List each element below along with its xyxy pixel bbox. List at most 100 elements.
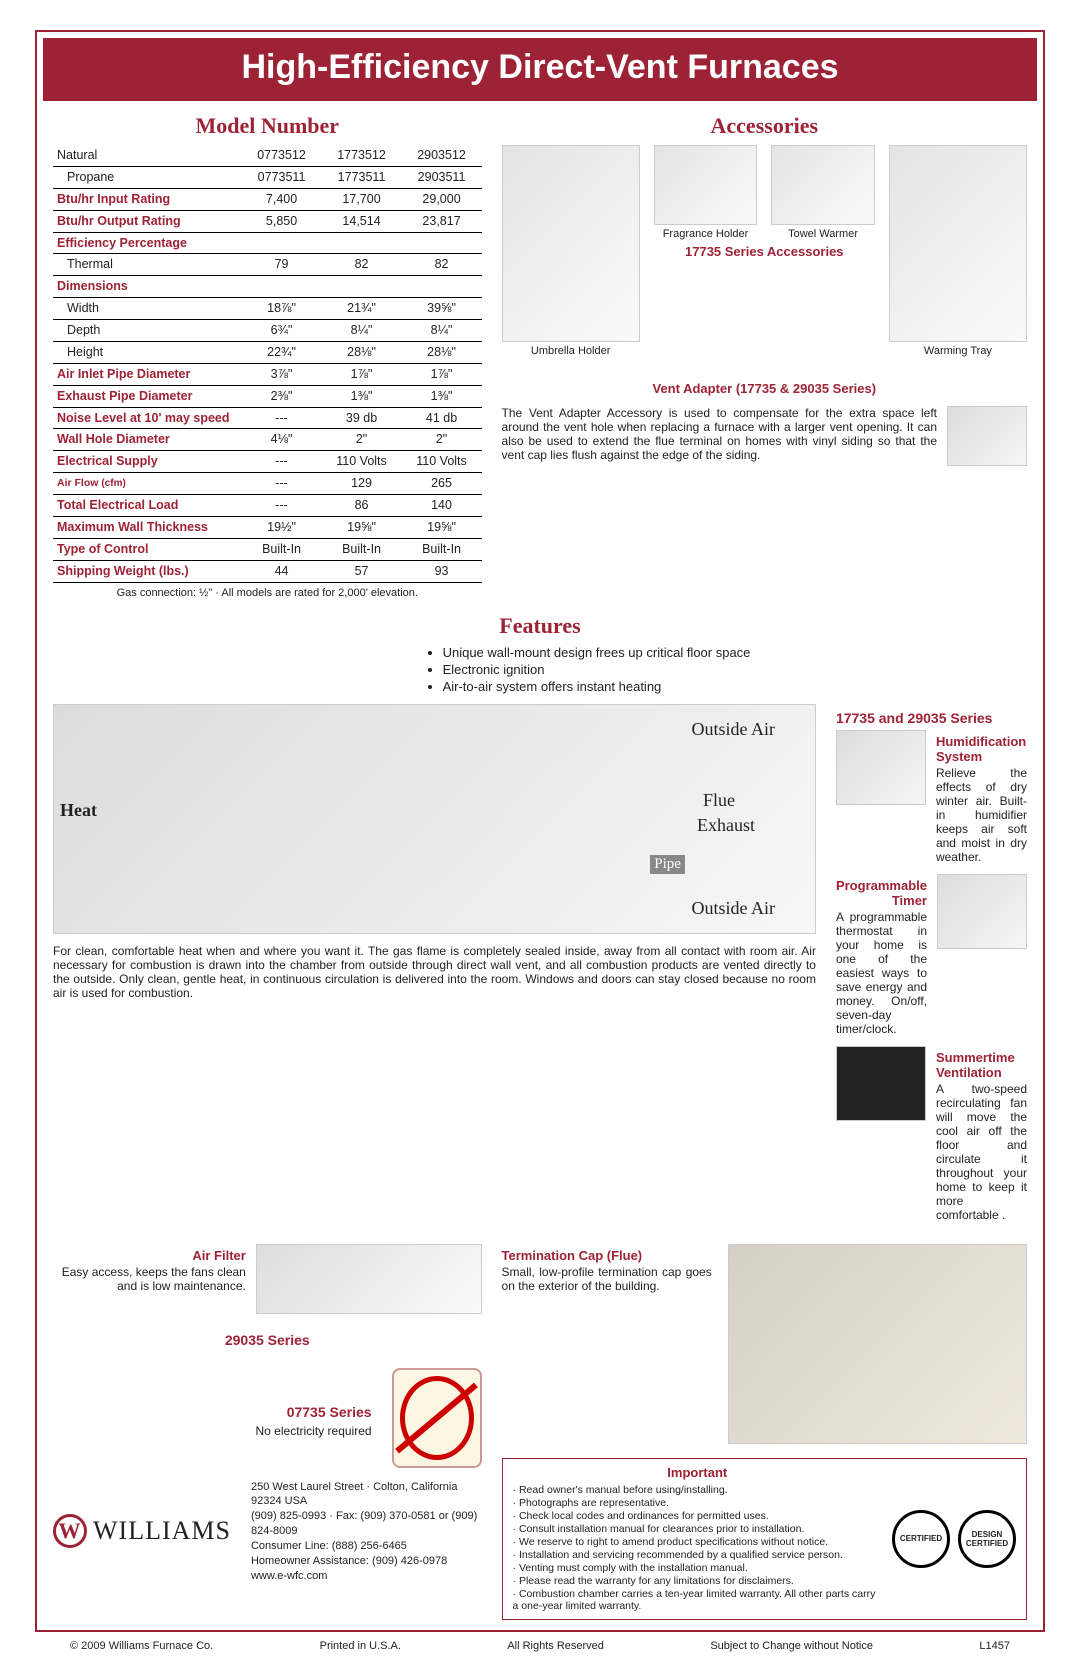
acc-image: [889, 145, 1027, 342]
spec-cell: 79: [242, 254, 322, 276]
spec-cell: 14,514: [322, 210, 402, 232]
spec-cell: 21¾": [322, 298, 402, 320]
features-list: Unique wall-mount design frees up critic…: [443, 645, 1027, 694]
spec-cell: Built-In: [242, 538, 322, 560]
williams-logo-text: WILLIAMS: [93, 1516, 231, 1546]
spec-cell: 2903511: [402, 166, 482, 188]
termination-cap-image: [728, 1244, 1027, 1444]
spec-table: Natural077351217735122903512Propane07735…: [53, 145, 482, 583]
footer-copyright: © 2009 Williams Furnace Co.: [70, 1640, 213, 1652]
termination-cap-title: Termination Cap (Flue): [502, 1248, 712, 1263]
accessories-heading: Accessories: [502, 113, 1027, 139]
spec-cell: 82: [322, 254, 402, 276]
spec-cell: ---: [242, 451, 322, 473]
acc-label: Towel Warmer: [771, 228, 875, 240]
williams-logo: W WILLIAMS: [53, 1514, 231, 1548]
combustion-paragraph: For clean, comfortable heat when and whe…: [53, 944, 816, 1000]
acc-image: [654, 145, 758, 225]
acc-towel: Towel Warmer: [771, 145, 875, 240]
address-line: (909) 825-0993 · Fax: (909) 370-0581 or …: [251, 1509, 482, 1539]
spec-cell: 82: [402, 254, 482, 276]
spec-row-label: Total Electrical Load: [53, 495, 242, 517]
spec-row-label: Air Flow (cfm): [53, 473, 242, 495]
diagram-label-exhaust: Exhaust: [697, 815, 755, 836]
important-item: Venting must comply with the installatio…: [513, 1562, 882, 1574]
spec-cell: Built-In: [402, 538, 482, 560]
spec-cell: 1⅜": [402, 385, 482, 407]
spec-cell: 19⅝": [402, 516, 482, 538]
spec-cell: [402, 276, 482, 298]
important-item: Please read the warranty for any limitat…: [513, 1575, 882, 1587]
spec-cell: 39 db: [322, 407, 402, 429]
spec-cell: 93: [402, 560, 482, 582]
spec-cell: 3⅞": [242, 363, 322, 385]
feature-item: Air-to-air system offers instant heating: [443, 679, 1027, 694]
spec-cell: 41 db: [402, 407, 482, 429]
company-address: 250 West Laurel Street · Colton, Califor…: [251, 1480, 482, 1584]
footer-rights: All Rights Reserved: [507, 1640, 604, 1652]
spec-cell: Built-In: [322, 538, 402, 560]
footer-doc-id: L1457: [979, 1640, 1010, 1652]
features-heading: Features: [53, 613, 1027, 639]
feature-item: Electronic ignition: [443, 662, 1027, 677]
spec-row-label: Electrical Supply: [53, 451, 242, 473]
ventilation-title: Summertime Ventilation: [936, 1050, 1027, 1080]
airflow-diagram: Heat Outside Air Flue Exhaust Pipe Outsi…: [53, 704, 816, 934]
spec-row-label: Height: [53, 341, 242, 363]
series-07735-heading: 07735 Series: [53, 1404, 372, 1420]
footer-line: © 2009 Williams Furnace Co. Printed in U…: [35, 1632, 1045, 1652]
spec-cell: 4⅛": [242, 429, 322, 451]
williams-logo-mark: W: [53, 1514, 87, 1548]
spec-row-label: Depth: [53, 320, 242, 342]
page-frame: High-Efficiency Direct-Vent Furnaces Mod…: [35, 30, 1045, 1632]
vent-adapter-title: Vent Adapter (17735 & 29035 Series): [502, 381, 1027, 396]
spec-cell: [242, 232, 322, 254]
footer-change: Subject to Change without Notice: [710, 1640, 873, 1652]
spec-row-label: Noise Level at 10' may speed: [53, 407, 242, 429]
address-line: Homeowner Assistance: (909) 426-0978: [251, 1554, 482, 1569]
content: Model Number Natural07735121773512290351…: [37, 107, 1043, 1630]
acc-label: Umbrella Holder: [502, 345, 640, 357]
spec-row-label: Wall Hole Diameter: [53, 429, 242, 451]
spec-row-label: Shipping Weight (lbs.): [53, 560, 242, 582]
spec-cell: 23,817: [402, 210, 482, 232]
diagram-label-heat: Heat: [60, 800, 97, 821]
spec-cell: 19½": [242, 516, 322, 538]
acc-fragrance: Fragrance Holder: [654, 145, 758, 240]
acc-warming: Warming Tray: [889, 145, 1027, 357]
spec-row-label: Efficiency Percentage: [53, 232, 242, 254]
diagram-label-outside-air: Outside Air: [691, 898, 775, 919]
spec-cell: 8¼": [402, 320, 482, 342]
air-filter-image: [256, 1244, 482, 1314]
air-filter-title: Air Filter: [53, 1248, 246, 1263]
spec-cell: 57: [322, 560, 402, 582]
spec-cell: 265: [402, 473, 482, 495]
spec-cell: 18⅞": [242, 298, 322, 320]
important-list: Read owner's manual before using/install…: [513, 1484, 882, 1612]
spec-row-label: Dimensions: [53, 276, 242, 298]
air-filter-text: Easy access, keeps the fans clean and is…: [53, 1265, 246, 1293]
spec-cell: 39⅝": [402, 298, 482, 320]
spec-cell: 44: [242, 560, 322, 582]
spec-row-label: Type of Control: [53, 538, 242, 560]
acc-image: [502, 145, 640, 342]
important-item: Check local codes and ordinances for per…: [513, 1510, 882, 1522]
acc-image: [771, 145, 875, 225]
spec-cell: ---: [242, 495, 322, 517]
acc-label: Fragrance Holder: [654, 228, 758, 240]
certified-badge-icon: CERTIFIED: [892, 1510, 950, 1568]
spec-cell: 1773512: [322, 145, 402, 166]
vent-adapter-image: [947, 406, 1027, 466]
spec-cell: 29,000: [402, 188, 482, 210]
spec-row-label: Thermal: [53, 254, 242, 276]
humidification-text: Relieve the effects of dry winter air. B…: [936, 766, 1027, 864]
spec-cell: 1773511: [322, 166, 402, 188]
page-title-banner: High-Efficiency Direct-Vent Furnaces: [43, 38, 1037, 101]
series-29035-heading: 29035 Series: [53, 1332, 482, 1348]
spec-cell: ---: [242, 407, 322, 429]
spec-cell: 86: [322, 495, 402, 517]
important-heading: Important: [513, 1465, 882, 1480]
important-item: Installation and servicing recommended b…: [513, 1549, 882, 1561]
vent-adapter-text: The Vent Adapter Accessory is used to co…: [502, 406, 937, 462]
series-07735-text: No electricity required: [53, 1424, 372, 1438]
